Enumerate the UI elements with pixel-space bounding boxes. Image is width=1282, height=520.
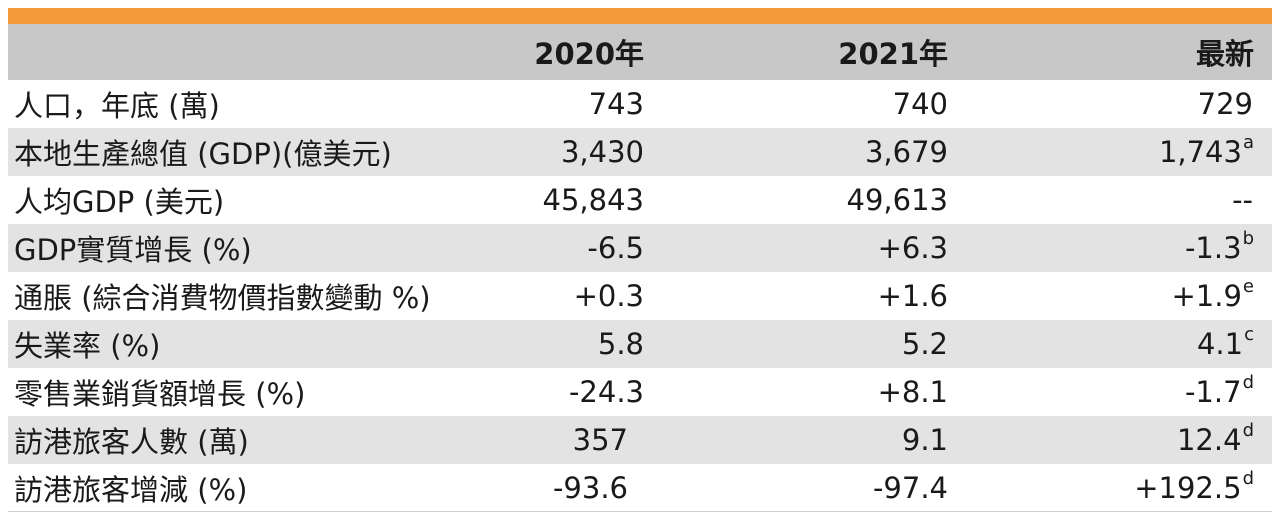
table-row: GDP實質增長 (%) -6.5 +6.3 -1.3 b: [8, 224, 1272, 272]
value-latest: 12.4 d: [952, 416, 1254, 464]
value-2021: 5.2: [901, 327, 948, 361]
table-row: 零售業銷貨額增長 (%) -24.3 +8.1 -1.7 d: [8, 368, 1272, 416]
footnote-marker: a: [1242, 131, 1254, 153]
bottom-rule: [8, 511, 1272, 512]
value-2020: -6.5: [587, 231, 644, 265]
header-latest: 最新: [1195, 37, 1254, 71]
value-2021: 740: [892, 87, 948, 121]
value-latest: -1.3 b: [952, 224, 1254, 272]
latest-value: 12.4: [1176, 423, 1242, 457]
row-label: 訪港旅客增減 (%): [14, 473, 248, 507]
value-2020: 45,843: [542, 183, 644, 217]
table-row: 本地生產總值 (GDP)(億美元) 3,430 3,679 1,743 a: [8, 128, 1272, 176]
footnote-marker: c: [1244, 323, 1254, 345]
value-2020: 357: [572, 423, 628, 457]
row-label: 訪港旅客人數 (萬): [14, 425, 249, 459]
table-row: 人均GDP (美元) 45,843 49,613 --: [8, 176, 1272, 224]
latest-value: 4.1: [1196, 327, 1244, 361]
row-label: 失業率 (%): [14, 329, 161, 363]
footnote-marker: b: [1242, 227, 1254, 249]
row-label: 零售業銷貨額增長 (%): [14, 377, 306, 411]
footnote-marker: d: [1242, 467, 1254, 489]
table-row: 通脹 (綜合消費物價指數變動 %) +0.3 +1.6 +1.9 e: [8, 272, 1272, 320]
row-label: 通脹 (綜合消費物價指數變動 %): [14, 281, 431, 315]
header-2020: 2020年: [534, 37, 644, 71]
row-label: 人口，年底 (萬): [14, 89, 220, 123]
latest-value: -1.3: [1184, 231, 1242, 265]
table-row: 訪港旅客人數 (萬) 357 9.1 12.4 d: [8, 416, 1272, 464]
header-2021: 2021年: [838, 37, 948, 71]
value-latest: --: [952, 176, 1254, 224]
value-2020: -93.6: [552, 471, 628, 505]
latest-value: +192.5: [1134, 471, 1242, 505]
table-row: 訪港旅客增減 (%) -93.6 -97.4 +192.5 d: [8, 464, 1272, 512]
value-latest: -1.7 d: [952, 368, 1254, 416]
economic-indicators-table: 2020年 2021年 最新 人口，年底 (萬) 743 740 729 本地生…: [8, 8, 1272, 512]
value-2021: +8.1: [877, 375, 948, 409]
value-2020: -24.3: [568, 375, 644, 409]
value-2020: 743: [588, 87, 644, 121]
value-2021: 49,613: [846, 183, 948, 217]
value-2021: +1.6: [877, 279, 948, 313]
value-latest: +192.5 d: [952, 464, 1254, 512]
latest-value: 1,743: [1158, 135, 1242, 169]
value-2021: +6.3: [877, 231, 948, 265]
accent-bar: [8, 8, 1272, 24]
table-header: 2020年 2021年 最新: [8, 24, 1272, 80]
footnote-marker: e: [1242, 275, 1254, 297]
footnote-marker: d: [1242, 371, 1254, 393]
latest-value: -1.7: [1184, 375, 1242, 409]
value-latest: 729: [952, 80, 1254, 128]
value-2020: 5.8: [597, 327, 644, 361]
latest-value: 729: [1197, 87, 1253, 121]
table-row: 人口，年底 (萬) 743 740 729: [8, 80, 1272, 128]
value-2020: 3,430: [560, 135, 644, 169]
row-label: 本地生產總值 (GDP)(億美元): [14, 137, 392, 171]
value-latest: 1,743 a: [952, 128, 1254, 176]
latest-value: --: [1232, 183, 1253, 217]
latest-value: +1.9: [1171, 279, 1242, 313]
footnote-marker: d: [1242, 419, 1254, 441]
value-latest: +1.9 e: [952, 272, 1255, 320]
value-2021: -97.4: [872, 471, 948, 505]
value-latest: 4.1 c: [952, 320, 1254, 368]
row-label: 人均GDP (美元): [14, 185, 225, 219]
value-2021: 9.1: [901, 423, 948, 457]
value-2020: +0.3: [573, 279, 644, 313]
value-2021: 3,679: [864, 135, 948, 169]
table-row: 失業率 (%) 5.8 5.2 4.1 c: [8, 320, 1272, 368]
row-label: GDP實質增長 (%): [14, 233, 252, 267]
